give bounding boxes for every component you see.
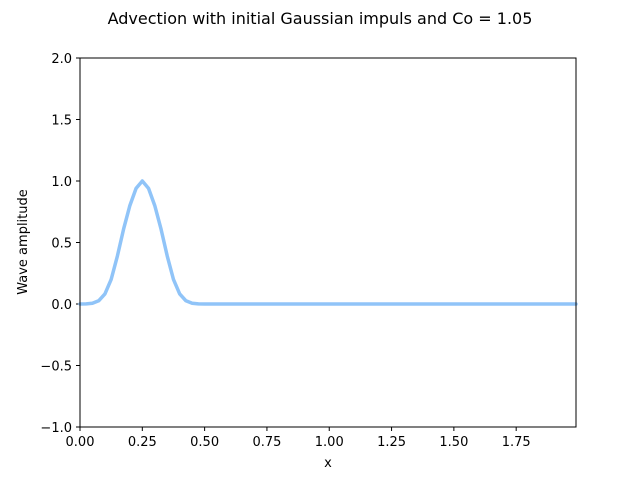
x-tick-label: 1.50 [439, 435, 468, 450]
x-tick-label: 0.50 [190, 435, 219, 450]
y-tick-label: 2.0 [51, 52, 72, 67]
chart-title: Advection with initial Gaussian impuls a… [108, 9, 533, 28]
y-tick-label: −1.0 [40, 421, 72, 436]
x-tick-label: 1.25 [377, 435, 406, 450]
x-axis-ticks: 0.00 0.25 0.50 0.75 1.00 1.25 1.50 1.75 [66, 427, 531, 450]
y-tick-label: −0.5 [40, 360, 72, 375]
x-tick-label: 1.75 [502, 435, 531, 450]
x-tick-label: 0.75 [252, 435, 281, 450]
plot-frame [79, 57, 577, 428]
x-tick-label: 1.00 [315, 435, 344, 450]
series-layer [78, 179, 578, 306]
x-axis-label: x [324, 456, 332, 471]
y-tick-label: 1.5 [51, 114, 72, 129]
y-axis-ticks: −1.0 −0.5 0.0 0.5 1.0 1.5 2.0 [40, 52, 80, 436]
y-tick-label: 0.5 [51, 237, 72, 252]
series-line [78, 179, 578, 306]
y-axis-label: Wave amplitude [16, 189, 31, 295]
y-tick-label: 1.0 [51, 175, 72, 190]
x-tick-label: 0.00 [66, 435, 95, 450]
x-tick-label: 0.25 [128, 435, 157, 450]
y-tick-label: 0.0 [51, 298, 72, 313]
